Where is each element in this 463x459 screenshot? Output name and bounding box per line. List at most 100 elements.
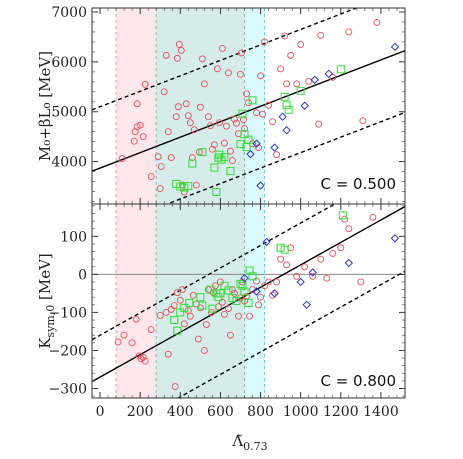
data-point-circle [231, 115, 238, 123]
data-point-square [236, 279, 245, 288]
data-point-circle [337, 244, 345, 252]
x-tick-label: 1200 [323, 404, 359, 420]
data-point-square [238, 109, 247, 118]
data-point-circle [265, 101, 273, 109]
data-point-circle [224, 69, 232, 77]
data-point-circle [369, 213, 377, 221]
data-point-square [224, 286, 233, 295]
data-point-square [280, 92, 289, 101]
data-point-diamond [282, 125, 291, 135]
data-point-circle [261, 282, 269, 290]
data-point-square [240, 287, 249, 296]
data-point-circle [345, 28, 353, 36]
data-point-circle [198, 55, 206, 63]
data-point-square [215, 150, 224, 159]
data-point-circle [200, 80, 208, 88]
data-point-square [180, 303, 189, 312]
upper-bound-line [92, 204, 337, 341]
data-point-square [176, 308, 185, 317]
data-point-circle [240, 116, 247, 124]
data-point-circle [273, 278, 281, 286]
shaded-band-cyan [244, 8, 265, 204]
x-tick-label: 400 [167, 404, 194, 420]
data-point-circle [208, 145, 216, 153]
data-point-circle [357, 278, 365, 286]
data-point-circle [213, 65, 221, 73]
data-point-diamond [302, 300, 311, 310]
data-point-circle [215, 119, 223, 127]
data-point-square [180, 183, 189, 192]
data-point-circle [182, 100, 190, 108]
data-point-circle [246, 312, 253, 320]
data-point-circle [133, 100, 141, 108]
panel-frame [91, 203, 406, 399]
data-point-circle [228, 286, 236, 294]
data-point-circle [283, 261, 291, 269]
data-point-diamond [240, 273, 249, 283]
data-point-circle [315, 120, 323, 128]
data-point-circle [202, 321, 210, 329]
data-point-circle [184, 112, 192, 120]
data-point-circle [190, 126, 198, 134]
data-point-circle [218, 298, 226, 306]
data-point-circle [196, 103, 204, 111]
data-point-circle [156, 185, 164, 192]
x-axis-title-sub: 0.73 [243, 440, 268, 453]
data-point-circle [164, 350, 172, 358]
shaded-band-cyan [244, 204, 265, 398]
x-tick-label: 800 [247, 404, 274, 420]
x-axis-title: Λ̃0.73 [231, 432, 267, 453]
data-point-circle [233, 119, 240, 127]
data-point-circle [253, 277, 260, 285]
data-point-square [198, 301, 207, 310]
x-tick-label: 1400 [363, 404, 399, 420]
data-point-circle [238, 49, 245, 57]
data-point-circle [130, 137, 138, 145]
data-point-circle [287, 51, 295, 59]
annotation-top: C = 0.500 [320, 175, 396, 193]
data-point-circle [164, 128, 172, 136]
y-tick-label: 7000 [51, 5, 87, 21]
data-point-circle [222, 122, 230, 130]
data-point-diamond [310, 75, 319, 85]
x-tick-label: 200 [127, 404, 154, 420]
data-point-circle [194, 335, 202, 343]
y-tick-label: 6000 [51, 55, 87, 71]
data-point-circle [204, 113, 212, 121]
data-point-circle [245, 99, 252, 107]
data-point-circle [160, 88, 168, 96]
data-point-circle [261, 38, 269, 46]
data-point-square [338, 211, 347, 220]
data-point-square [240, 130, 249, 139]
data-point-square [185, 298, 194, 307]
data-point-circle [139, 133, 147, 141]
data-point-circle [305, 77, 313, 85]
data-point-circle [180, 188, 188, 196]
data-point-circle [171, 383, 179, 391]
y-axis-title-bottom-main: K [36, 337, 54, 349]
data-point-circle [141, 357, 149, 365]
y-tick-label: 5000 [51, 105, 87, 121]
data-point-circle [281, 32, 289, 40]
data-point-circle [241, 297, 248, 305]
data-point-circle [257, 293, 264, 301]
data-point-circle [147, 326, 155, 333]
data-point-circle [220, 310, 228, 318]
y-axis-title-top: M₀+βL₀ [MeV] [36, 51, 54, 161]
fit-line [92, 49, 405, 172]
data-point-circle [147, 173, 155, 181]
data-point-circle [359, 117, 367, 125]
data-point-square [208, 304, 217, 313]
data-point-circle [226, 147, 234, 155]
data-point-circle [317, 31, 325, 39]
data-point-circle [186, 312, 194, 320]
data-point-diamond [252, 287, 261, 296]
data-point-square [248, 96, 257, 105]
data-point-circle [172, 113, 180, 121]
data-point-square [198, 148, 207, 157]
data-point-circle [186, 119, 194, 127]
data-point-circle [277, 65, 285, 73]
data-point-circle [265, 278, 273, 286]
data-point-circle [156, 312, 164, 319]
